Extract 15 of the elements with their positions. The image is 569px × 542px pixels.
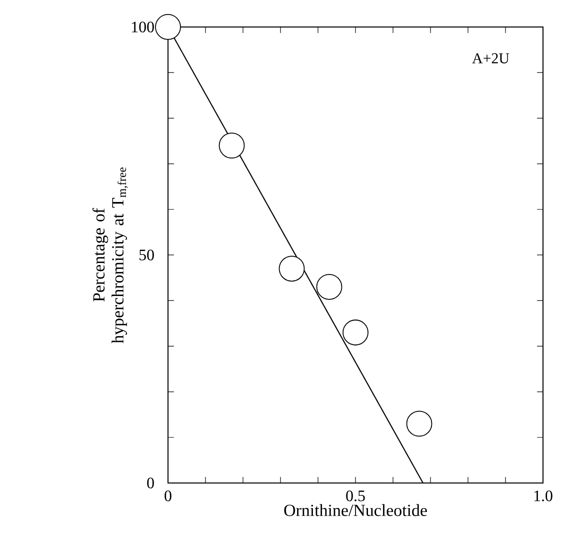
x-tick-label: 0.5 (346, 490, 365, 502)
point (342, 320, 368, 346)
y-axis-title: Percentage of hyperchromicity at T$_{m,free}$ (92, 167, 128, 344)
x-tick-label: 1.0 (534, 490, 552, 502)
y-tick-label: 50 (140, 250, 154, 260)
point (155, 14, 181, 40)
annotation: A+2U (472, 53, 510, 64)
point (278, 256, 305, 282)
y-tick-label: 100 (132, 22, 154, 32)
point (406, 410, 432, 437)
y-tick-label: 0 (147, 478, 154, 488)
x-tick-label: 0 (164, 490, 172, 502)
x-axis-title: Ornithine/Nucleotide (284, 504, 427, 516)
point (316, 274, 342, 300)
point (218, 132, 245, 158)
